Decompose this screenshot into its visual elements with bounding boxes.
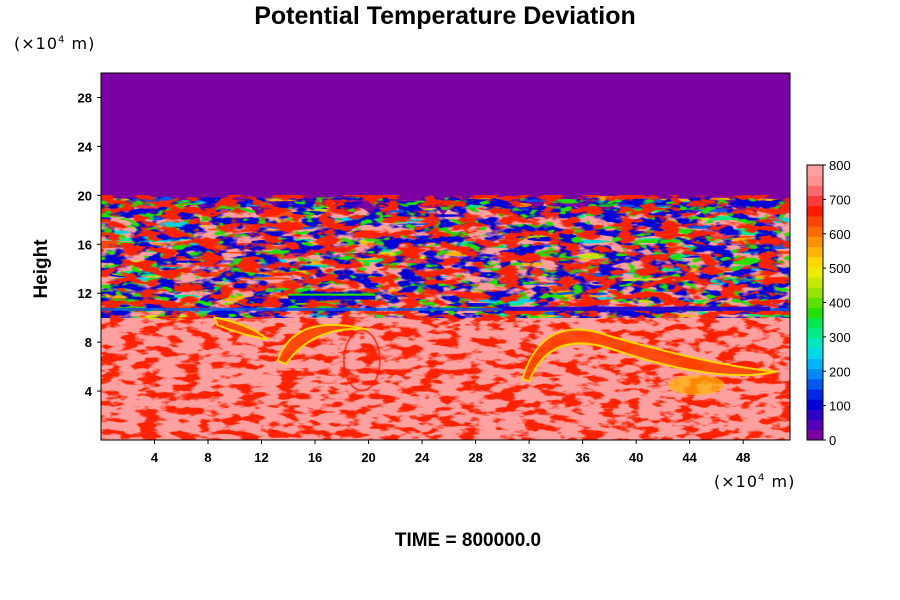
colorbar-swatch <box>807 307 823 319</box>
y-tick-label: 20 <box>78 188 92 203</box>
colorbar-swatch <box>807 419 823 431</box>
colorbar-swatch <box>807 368 823 380</box>
colorbar-swatch <box>807 399 823 410</box>
colorbar-swatch <box>807 246 823 258</box>
colorbar-swatch <box>807 256 823 268</box>
colorbar-tick-label: 200 <box>829 364 851 379</box>
colorbar-swatch <box>807 287 823 298</box>
band <box>502 306 770 311</box>
x-tick-label: 40 <box>629 450 643 465</box>
colorbar-tick-label: 500 <box>829 261 851 276</box>
colorbar-swatch <box>807 297 823 309</box>
x-axis-unit: (×104 m) <box>714 472 796 491</box>
colorbar-swatch <box>807 277 823 288</box>
colorbar-swatch <box>807 165 823 176</box>
colorbar-tick-label: 300 <box>829 330 851 345</box>
colorbar-swatch <box>807 236 823 247</box>
x-tick-label: 20 <box>361 450 375 465</box>
y-tick-label: 16 <box>78 237 92 252</box>
colorbar-swatch <box>807 205 823 217</box>
time-label: TIME = 800000.0 <box>394 530 542 551</box>
y-tick-label: 28 <box>78 90 92 105</box>
colorbar-swatch <box>807 358 823 370</box>
upper-layer <box>101 73 790 201</box>
band <box>288 293 376 296</box>
plume <box>668 374 725 395</box>
colorbar-swatch <box>807 389 823 400</box>
colorbar-swatch <box>807 175 823 186</box>
plume-edge <box>521 328 777 383</box>
colorbar-tick-label: 800 <box>829 158 851 173</box>
colorbar-tick-label: 100 <box>829 399 851 414</box>
colorbar-swatch <box>807 348 823 360</box>
colorbar-swatch <box>807 429 823 441</box>
turbulence-red <box>101 195 790 440</box>
y-tick-label: 12 <box>78 286 92 301</box>
x-tick-label: 48 <box>736 450 750 465</box>
colorbar-tick-label: 700 <box>829 192 851 207</box>
colorbar-swatch <box>807 195 823 207</box>
colorbar-swatch <box>807 409 823 421</box>
x-tick-label: 32 <box>522 450 536 465</box>
plume <box>214 317 269 340</box>
band <box>101 307 790 311</box>
plume-edge <box>276 323 369 366</box>
plume <box>522 329 777 382</box>
colorbar-swatch <box>807 327 823 339</box>
x-tick-label: 4 <box>151 450 159 465</box>
x-tick-label: 12 <box>254 450 268 465</box>
plume-edge <box>213 316 269 341</box>
colorbar-swatch <box>807 338 823 349</box>
chart-title: Potential Temperature Deviation <box>254 2 636 30</box>
plume <box>277 324 369 365</box>
band <box>288 295 376 300</box>
y-tick-label: 8 <box>85 335 92 350</box>
colorbar-swatch <box>807 226 823 237</box>
x-tick-label: 44 <box>682 450 697 465</box>
colorbar-swatch <box>807 185 823 197</box>
colorbar-swatch <box>807 317 823 329</box>
colorbar-tick-label: 0 <box>829 433 836 448</box>
colorbar-tick-label: 400 <box>829 296 851 311</box>
y-axis-unit: (×104 m) <box>14 34 96 53</box>
x-tick-label: 24 <box>415 450 430 465</box>
x-tick-label: 16 <box>308 450 322 465</box>
x-tick-label: 36 <box>575 450 589 465</box>
colorbar-swatch <box>807 378 823 390</box>
colorbar-swatch <box>807 215 823 227</box>
y-tick-label: 4 <box>85 384 93 399</box>
x-tick-label: 8 <box>204 450 211 465</box>
x-tick-label: 28 <box>468 450 482 465</box>
y-tick-label: 24 <box>78 139 93 154</box>
colorbar-tick-label: 600 <box>829 227 851 242</box>
plume-edge <box>342 329 381 392</box>
colorbar-swatch <box>807 266 823 278</box>
